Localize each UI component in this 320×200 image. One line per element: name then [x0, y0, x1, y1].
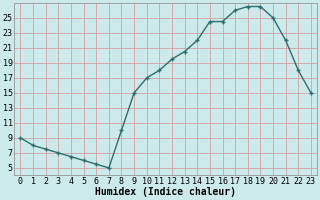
X-axis label: Humidex (Indice chaleur): Humidex (Indice chaleur): [95, 187, 236, 197]
